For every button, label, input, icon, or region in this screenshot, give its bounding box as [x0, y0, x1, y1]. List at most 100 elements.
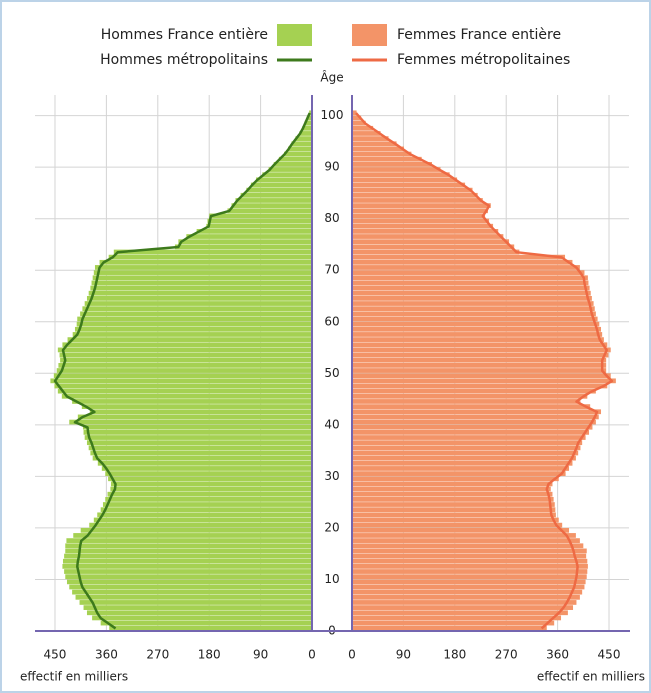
bar — [90, 450, 313, 456]
bar — [288, 146, 312, 152]
bar — [352, 450, 579, 456]
bar — [352, 605, 574, 610]
bar — [110, 481, 313, 487]
y-tick-label: 80 — [324, 211, 339, 225]
bar — [295, 136, 312, 141]
bar — [352, 440, 583, 446]
legend-swatch — [277, 24, 312, 46]
bar — [352, 182, 466, 188]
bar — [352, 110, 357, 116]
line — [53, 112, 311, 630]
bar — [352, 445, 581, 451]
bar — [352, 326, 602, 332]
bar — [352, 311, 596, 317]
bar — [67, 337, 312, 342]
bar — [74, 326, 313, 332]
bar — [79, 600, 312, 605]
bar — [352, 409, 602, 415]
bar — [83, 605, 313, 610]
bar — [352, 141, 397, 147]
bar — [302, 125, 312, 131]
bar — [352, 424, 593, 430]
bar — [352, 564, 588, 569]
bar — [102, 502, 312, 507]
bar — [352, 455, 576, 461]
bar — [352, 388, 596, 394]
bar — [291, 141, 312, 147]
bar — [352, 120, 366, 126]
bar — [61, 393, 313, 399]
bar — [86, 440, 312, 446]
bar — [309, 110, 312, 116]
bar — [64, 553, 312, 559]
bar — [352, 486, 551, 492]
bar — [352, 615, 562, 621]
bar — [352, 146, 404, 152]
bar — [80, 527, 312, 533]
bar — [352, 259, 573, 265]
bar — [352, 172, 450, 178]
bar — [91, 280, 312, 286]
bar — [88, 290, 312, 296]
bar — [97, 460, 313, 466]
bar — [89, 522, 313, 528]
bar — [352, 419, 596, 425]
bar — [352, 316, 598, 322]
bar — [278, 156, 312, 162]
bar — [352, 466, 570, 471]
legend-label: Femmes métropolitaines — [397, 52, 570, 68]
bar — [352, 285, 590, 291]
bar — [92, 615, 312, 621]
line — [355, 112, 614, 630]
y-tick-label: 10 — [324, 572, 339, 586]
bar — [352, 234, 504, 239]
bar — [352, 218, 490, 224]
bar — [352, 589, 583, 595]
bar — [352, 502, 555, 507]
bar — [107, 491, 312, 497]
bar — [62, 558, 312, 564]
bar — [352, 187, 473, 193]
bar — [66, 579, 312, 585]
bar — [65, 548, 312, 554]
bar — [352, 610, 568, 616]
bar — [72, 399, 312, 404]
bar — [352, 296, 592, 301]
bar — [352, 579, 586, 585]
bar — [92, 275, 312, 281]
bar — [299, 131, 312, 136]
bar — [352, 301, 594, 306]
bar — [54, 383, 313, 389]
bar — [57, 388, 312, 394]
bar — [306, 115, 312, 121]
y-tick-label: 90 — [324, 160, 339, 174]
bar — [304, 120, 312, 126]
bar — [77, 414, 312, 420]
bar — [174, 244, 312, 250]
x-tick-label: 90 — [253, 648, 268, 662]
x-axis-label: effectif en milliers — [20, 670, 128, 684]
bar — [92, 455, 312, 461]
bar — [352, 538, 580, 543]
bar — [101, 466, 312, 471]
bar — [89, 409, 313, 415]
y-tick-label: 70 — [324, 263, 339, 277]
bar — [352, 167, 441, 172]
bar — [352, 229, 499, 234]
bar — [97, 512, 313, 518]
bar — [75, 594, 313, 600]
bar — [284, 151, 312, 157]
x-tick-label: 180 — [198, 648, 221, 662]
bar — [352, 414, 599, 420]
bar — [352, 208, 488, 214]
bar — [209, 213, 312, 219]
bar — [352, 306, 595, 312]
bar — [207, 218, 312, 224]
bar — [352, 249, 520, 255]
bar — [352, 213, 486, 219]
bar — [352, 198, 483, 203]
bar — [178, 239, 312, 245]
bar — [57, 347, 312, 353]
bar — [250, 182, 312, 188]
